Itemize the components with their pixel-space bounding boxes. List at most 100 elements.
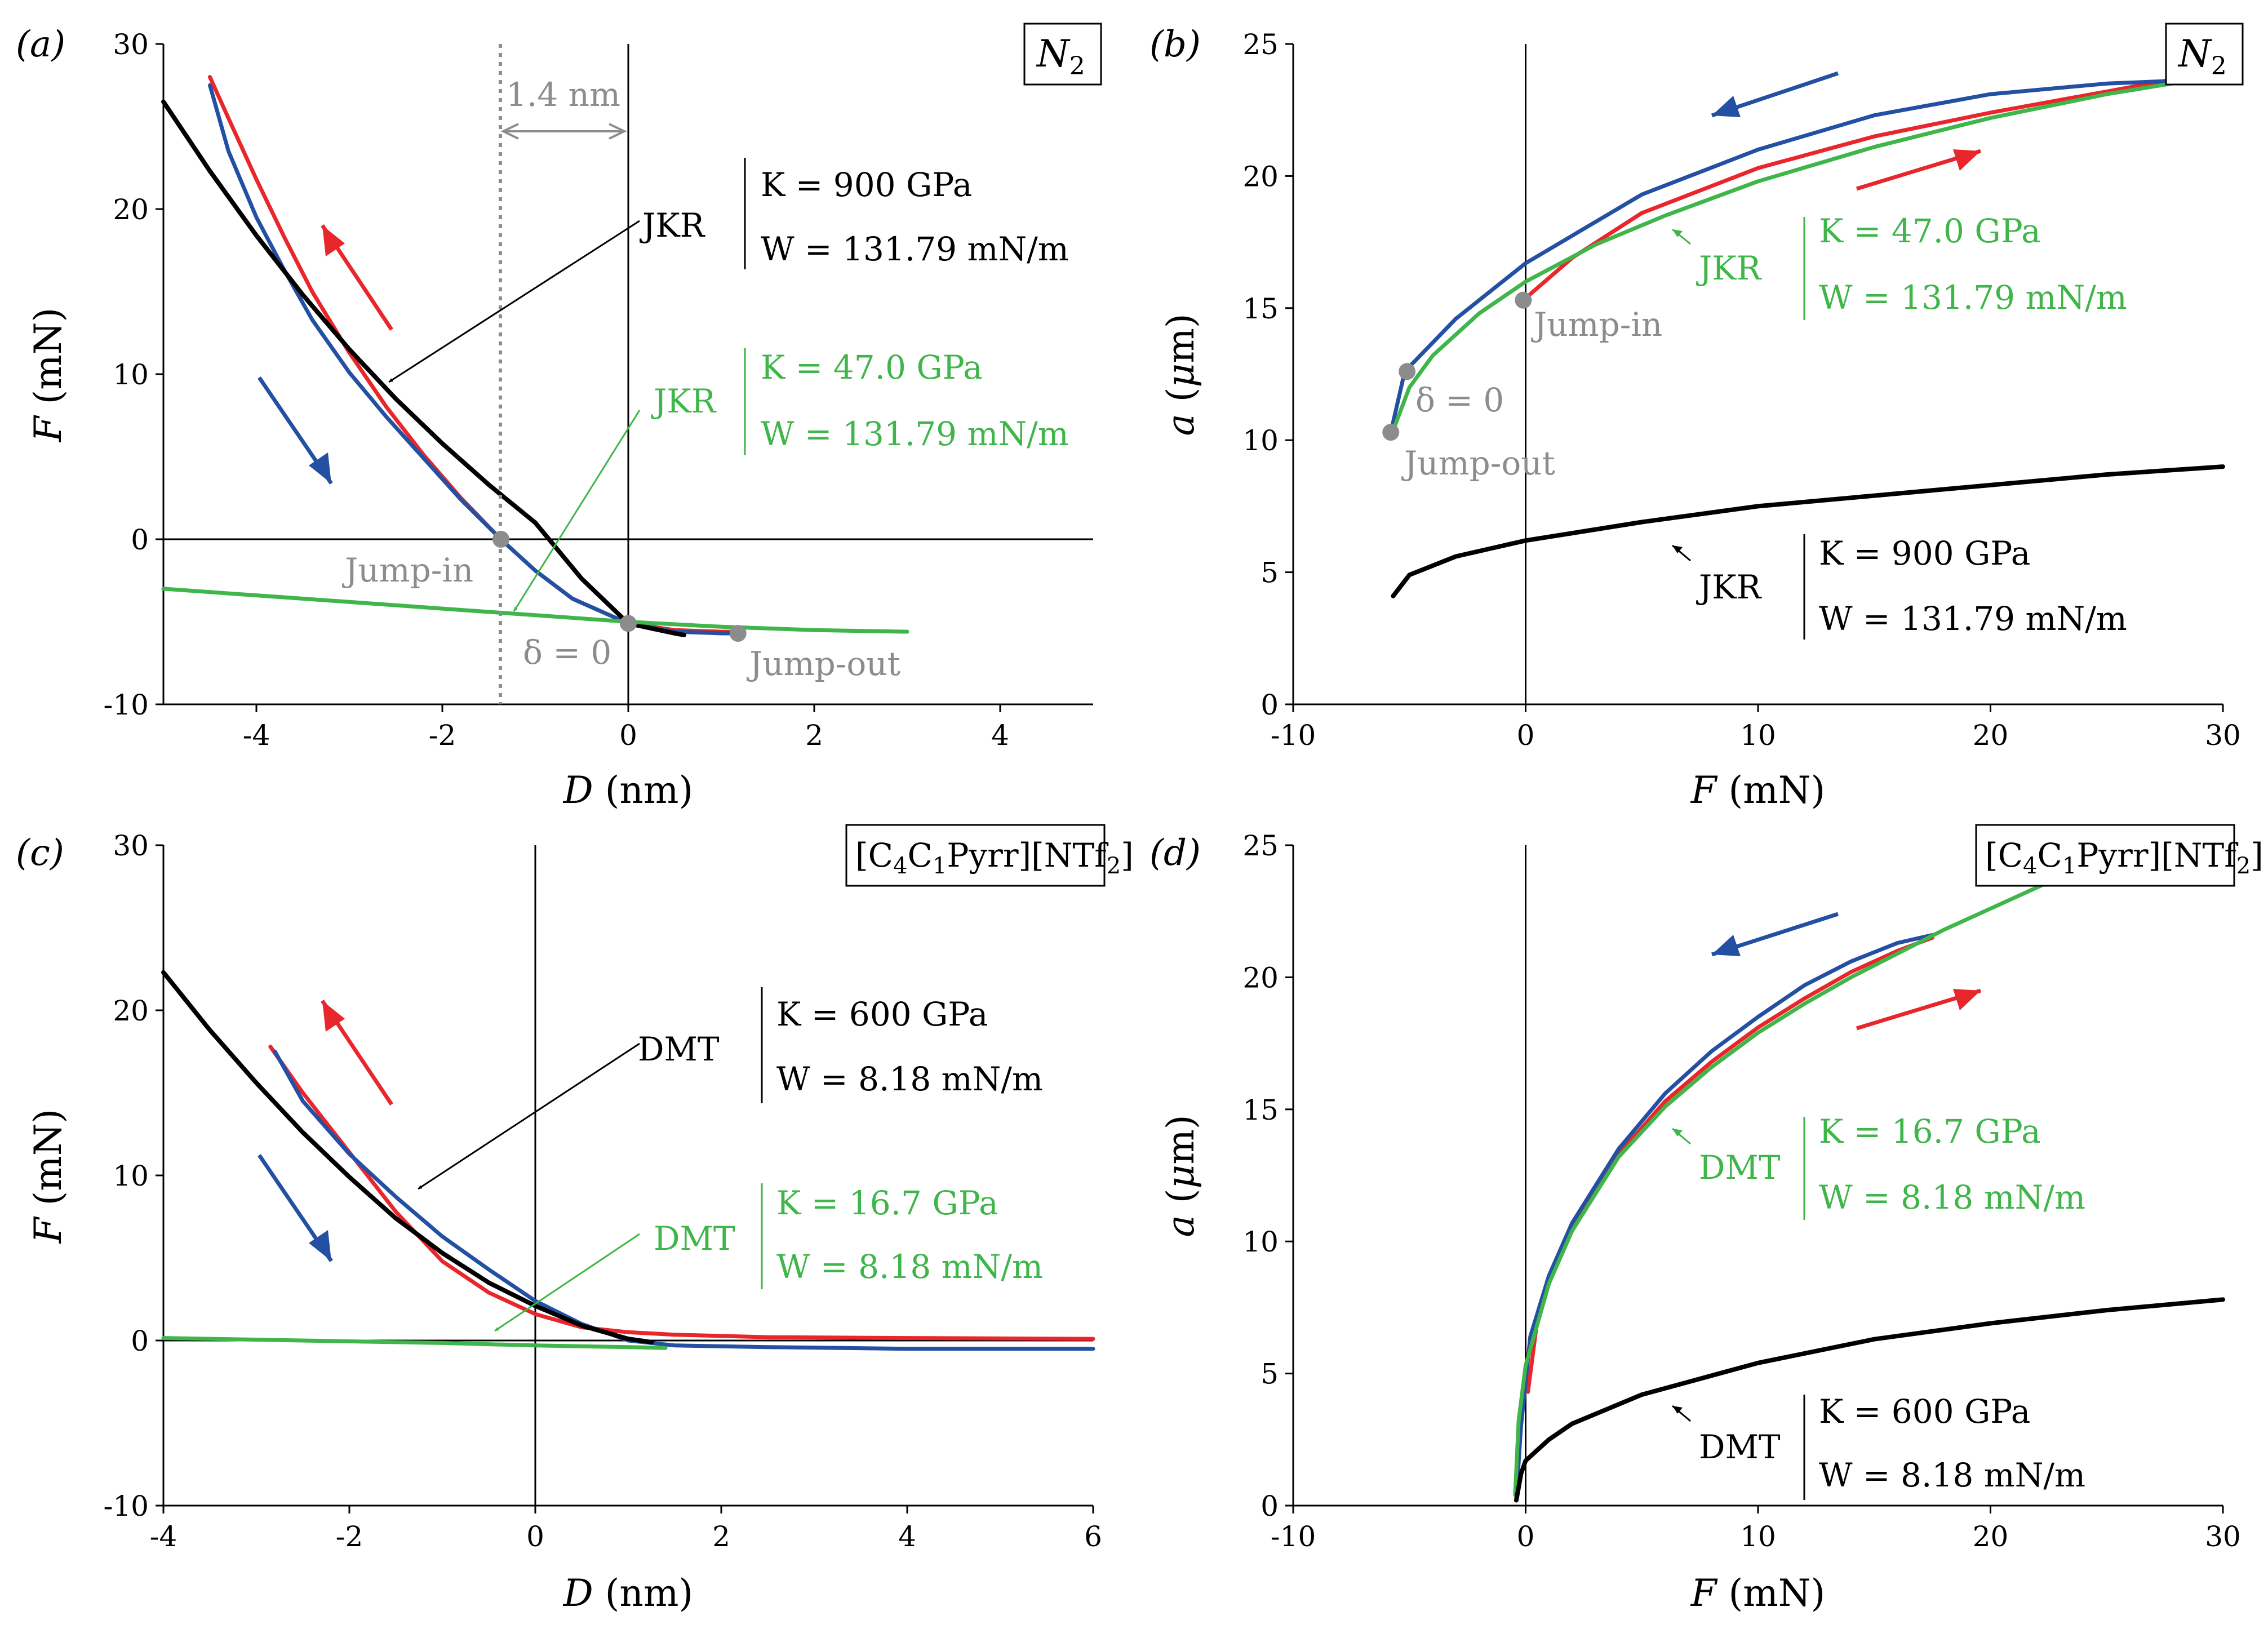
y-tick-label: 5 — [1261, 557, 1279, 589]
ticks: -4 -2 0 2 4 6 -10 0 10 20 30 — [103, 829, 1102, 1553]
point-delta-zero — [620, 615, 637, 632]
series-retraction — [208, 83, 742, 636]
x-axis-label: D (nm) — [563, 1572, 694, 1615]
approach-direction-arrow — [321, 1000, 393, 1106]
dmt-green-w: W = 8.18 mN/m — [776, 1248, 1043, 1286]
x-tick-label: 0 — [619, 719, 637, 752]
y-axis-label: F (mN) — [26, 308, 70, 443]
y-tick-label: 10 — [1242, 424, 1279, 457]
panel-a: (a) -4 -2 0 2 4 -10 0 10 20 30 D (nm) F (mN) 1.4 … — [16, 23, 1102, 812]
plot-area — [161, 970, 1095, 1351]
dmt-green-callout-arrow — [1672, 1128, 1691, 1145]
dmt-black-w: W = 8.18 mN/m — [776, 1060, 1043, 1098]
y-tick-label: 10 — [1242, 1226, 1279, 1258]
jkr-green-callout-arrow — [513, 410, 641, 612]
separation-arrowhead-left — [500, 123, 519, 140]
y-tick-label: 20 — [1242, 961, 1279, 994]
series-dmt-k-600-gpa — [161, 970, 654, 1344]
y-tick-label: 0 — [131, 1325, 149, 1357]
panel-label: (c) — [16, 832, 64, 874]
y-tick-label: 25 — [1242, 28, 1279, 61]
x-tick-label: 10 — [1740, 719, 1776, 752]
delta-zero-label: δ = 0 — [523, 633, 611, 672]
retraction-direction-arrow — [258, 1154, 333, 1262]
box-label-frame — [2165, 23, 2244, 86]
jkr-green-k: K = 47.0 GPa — [1819, 212, 2041, 250]
y-tick-label: 20 — [1242, 160, 1279, 193]
y-tick-label: 10 — [113, 358, 149, 391]
x-tick-label: 30 — [2205, 1520, 2241, 1553]
x-tick-label: 0 — [1517, 719, 1535, 752]
series-dmt-k-600-gpa — [1514, 1297, 2225, 1503]
x-tick-label: 0 — [526, 1520, 544, 1553]
series-dmt-k-16-7-gpa — [161, 1336, 668, 1350]
series-approach — [1521, 79, 2167, 303]
y-tick-label: -10 — [103, 1490, 149, 1523]
series-jkr-k-900-gpa — [1391, 464, 2225, 598]
y-tick-label: 0 — [1261, 689, 1279, 721]
panel-c: (c) -4 -2 0 2 4 6 -10 0 10 20 30 D (nm) F (mN) DMT… — [16, 824, 1134, 1615]
jkr-black-w: W = 131.79 mN/m — [1819, 600, 2127, 638]
jkr-green-callout-arrow — [1672, 228, 1691, 245]
retraction-direction-arrow — [1711, 71, 1839, 118]
dmt-green-k: K = 16.7 GPa — [776, 1184, 998, 1222]
series-retraction — [273, 1049, 1095, 1351]
panel-label: (a) — [16, 24, 65, 65]
jkr-green-w: W = 131.79 mN/m — [761, 415, 1069, 453]
jkr-black-model-label: JKR — [640, 206, 706, 245]
dmt-green-model-label: DMT — [1699, 1148, 1781, 1187]
jump-in-label: Jump-in — [342, 551, 473, 589]
panel-label: (d) — [1149, 832, 1201, 874]
x-axis-label: F (mN) — [1690, 769, 1826, 812]
approach-direction-arrow — [321, 224, 393, 331]
jkr-black-model-label: JKR — [1696, 568, 1763, 606]
x-tick-label: 0 — [1517, 1520, 1535, 1553]
y-tick-label: 25 — [1242, 829, 1279, 862]
jkr-black-k: K = 900 GPa — [761, 166, 972, 204]
box-label-frame — [1023, 23, 1102, 86]
y-tick-label: 30 — [113, 28, 149, 61]
dmt-black-w: W = 8.18 mN/m — [1819, 1456, 2085, 1494]
box-label: [C4C1Pyrr][NTf2] — [855, 836, 1134, 879]
dmt-black-callout-arrow — [418, 1042, 640, 1190]
dmt-green-model-label: DMT — [654, 1219, 735, 1258]
x-axis-label: F (mN) — [1690, 1572, 1826, 1615]
x-tick-label: -10 — [1271, 1520, 1316, 1553]
jkr-black-callout-arrow — [1672, 544, 1691, 562]
plot-area — [161, 75, 909, 642]
x-tick-label: -10 — [1271, 719, 1316, 752]
axes-frame — [162, 845, 1093, 1507]
plot-area — [1513, 880, 2225, 1503]
jkr-green-model-label: JKR — [651, 382, 717, 420]
jkr-black-k: K = 900 GPa — [1819, 534, 2030, 572]
y-tick-label: 15 — [1242, 1094, 1279, 1126]
jump-in-label: Jump-in — [1531, 305, 1662, 344]
series-approach — [208, 75, 742, 634]
x-tick-label: 2 — [805, 719, 823, 752]
dmt-green-w: W = 8.18 mN/m — [1819, 1178, 2085, 1217]
x-tick-label: -2 — [429, 719, 456, 752]
approach-direction-arrow — [1856, 988, 1982, 1031]
x-tick-label: 4 — [898, 1520, 916, 1553]
y-tick-label: 20 — [113, 995, 149, 1027]
dmt-black-callout-arrow — [1672, 1405, 1691, 1422]
ticks: -4 -2 0 2 4 -10 0 10 20 30 — [103, 28, 1009, 752]
x-tick-label: 4 — [991, 719, 1009, 752]
separation-label: 1.4 nm — [506, 76, 620, 114]
y-tick-label: 0 — [1261, 1490, 1279, 1523]
jkr-green-k: K = 47.0 GPa — [761, 348, 983, 387]
x-tick-label: 20 — [1973, 1520, 2009, 1553]
retraction-direction-arrow — [258, 376, 333, 485]
y-tick-label: 0 — [131, 523, 149, 556]
box-label-frame — [845, 824, 1106, 887]
y-tick-label: 30 — [113, 829, 149, 862]
delta-zero-label: δ = 0 — [1415, 381, 1504, 419]
x-tick-label: 6 — [1084, 1520, 1102, 1553]
series-jkr-k-47-0-gpa — [1393, 79, 2190, 427]
x-tick-label: -2 — [336, 1520, 363, 1553]
dmt-black-k: K = 600 GPa — [776, 995, 988, 1033]
x-tick-label: 30 — [2205, 719, 2241, 752]
